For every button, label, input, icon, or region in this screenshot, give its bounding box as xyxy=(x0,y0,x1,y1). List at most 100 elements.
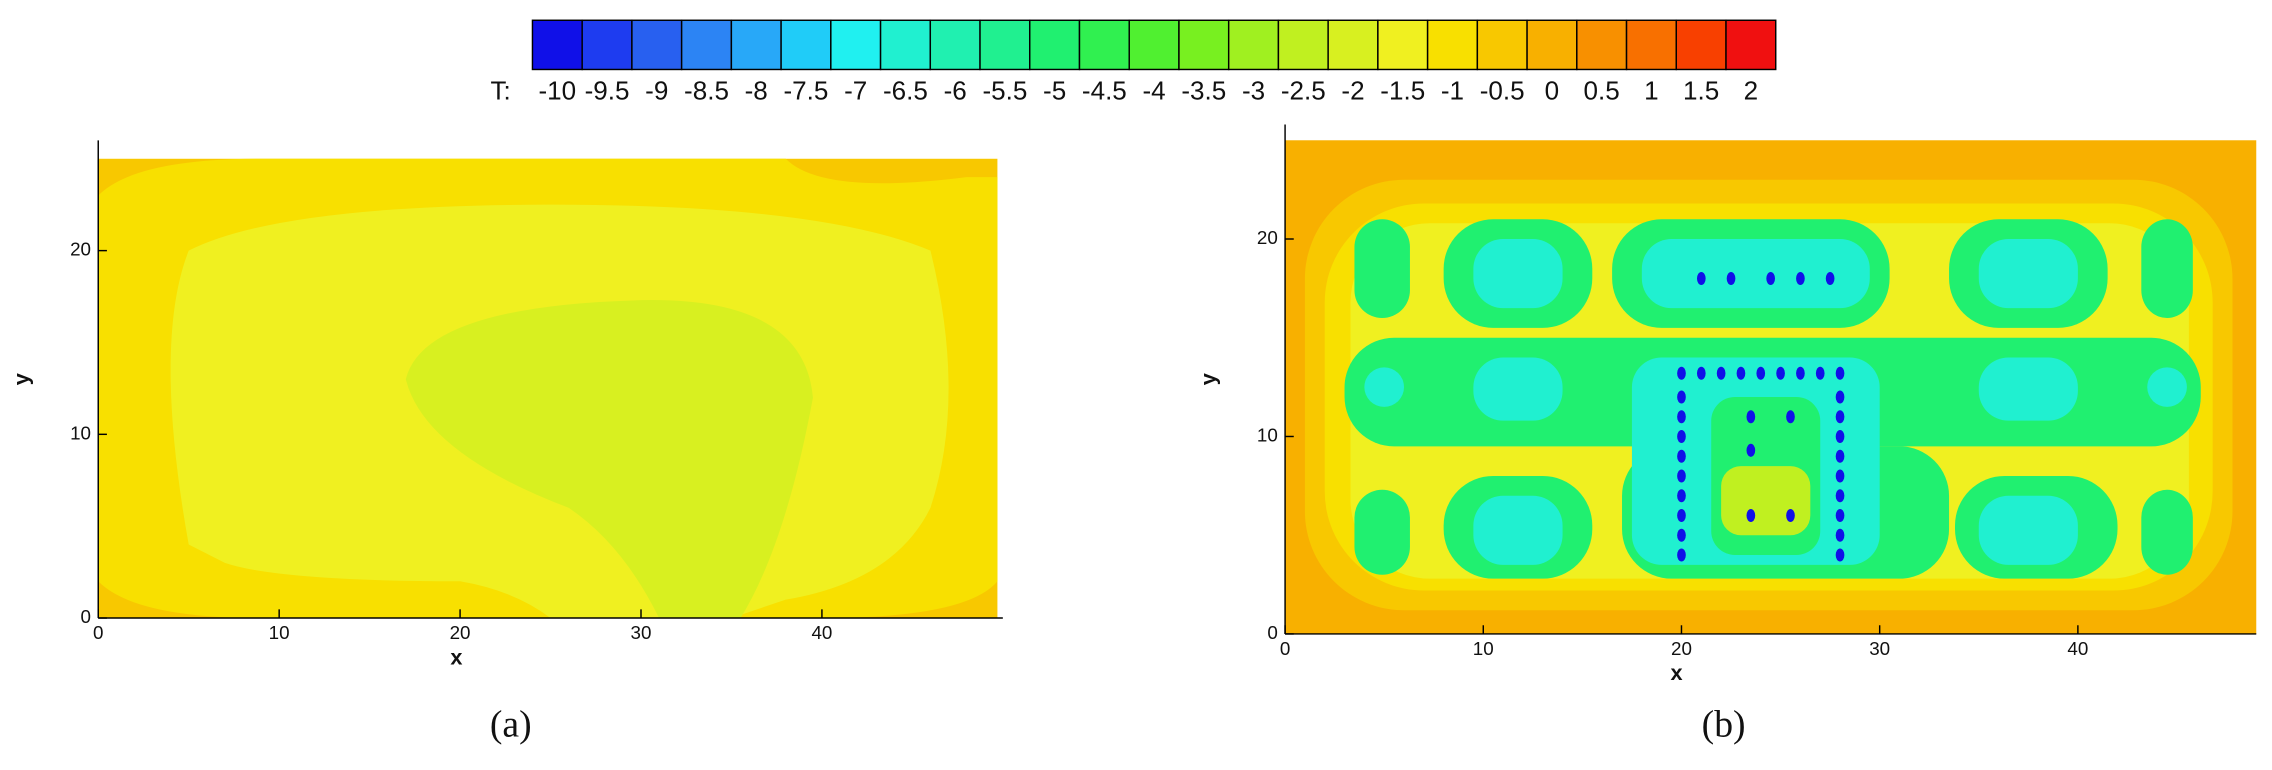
colorbar-tick-label: -3.5 xyxy=(1181,76,1226,106)
x-tick-label: 10 xyxy=(1473,638,1494,659)
colorbar-cell xyxy=(581,19,633,71)
colorbar-tick-label: 1 xyxy=(1644,76,1659,106)
colorbar-cell xyxy=(1576,19,1628,71)
x-tick-label: 0 xyxy=(93,622,103,643)
colorbar-cell xyxy=(531,19,583,71)
colorbar-tick-label: -2 xyxy=(1341,76,1364,106)
contour-region xyxy=(2147,367,2187,407)
contour-region xyxy=(1786,410,1795,424)
contour-region xyxy=(1354,219,1410,318)
colorbar-cell xyxy=(1029,19,1081,71)
x-tick-label: 0 xyxy=(1280,638,1290,659)
colorbar-cell xyxy=(1277,19,1329,71)
contour-region xyxy=(1677,449,1686,463)
colorbar-cell xyxy=(1426,19,1479,71)
contour-region xyxy=(1825,271,1835,286)
colorbar-tick-label: -7.5 xyxy=(784,76,829,106)
contour-region xyxy=(1641,239,1870,309)
contour-region xyxy=(2141,219,2193,318)
contour-region xyxy=(1835,429,1845,443)
contour-region xyxy=(1677,548,1686,562)
contour-region xyxy=(1473,495,1563,565)
colorbar-cell xyxy=(1178,19,1230,71)
contour-region xyxy=(1354,489,1410,575)
caption: (a) xyxy=(490,704,532,746)
contour-region xyxy=(1835,410,1845,424)
x-axis-label: x xyxy=(1671,660,1683,685)
caption: (b) xyxy=(1702,704,1746,746)
x-tick-label: 30 xyxy=(1869,638,1890,659)
y-tick-label: 10 xyxy=(1257,424,1278,445)
contour-region xyxy=(405,300,813,619)
contour-region xyxy=(1766,271,1776,286)
y-axis-label: y xyxy=(9,373,34,385)
colorbar-cell xyxy=(879,19,932,71)
contour-region xyxy=(1721,466,1811,536)
colorbar-cell xyxy=(1725,19,1777,71)
colorbar-tick-label: -4 xyxy=(1143,76,1166,106)
contour-region xyxy=(1696,271,1706,286)
contour-region xyxy=(1786,508,1795,522)
colorbar-label: T: xyxy=(490,76,510,106)
contour-region xyxy=(1835,508,1845,522)
x-tick-label: 10 xyxy=(269,622,290,643)
x-axis-label: x xyxy=(450,644,462,669)
contour-field xyxy=(98,158,998,619)
x-tick-label: 40 xyxy=(2067,638,2088,659)
colorbar-cell xyxy=(1128,19,1180,71)
contour-region xyxy=(1835,449,1845,463)
colorbar-tick-label: -1 xyxy=(1441,76,1464,106)
y-tick-label: 20 xyxy=(70,239,91,260)
colorbar-tick-label: -9 xyxy=(645,76,668,106)
contour-region xyxy=(1677,410,1686,424)
contour-region xyxy=(1835,548,1845,562)
colorbar-cell xyxy=(1327,19,1379,71)
contour-region xyxy=(1677,390,1686,404)
colorbar-cell xyxy=(780,19,832,71)
contour-region xyxy=(1716,366,1726,380)
contour-region xyxy=(1776,366,1785,380)
x-tick-label: 40 xyxy=(811,622,832,643)
colorbar-cell xyxy=(730,19,782,71)
contour-region xyxy=(1796,271,1805,286)
contour-region xyxy=(1978,495,2078,565)
contour-region xyxy=(1677,528,1686,542)
x-tick-label: 30 xyxy=(631,622,652,643)
colorbar-tick-label: -6.5 xyxy=(883,76,928,106)
contour-region xyxy=(1726,271,1736,286)
contour-region xyxy=(1736,366,1746,380)
contour-region xyxy=(1677,429,1686,443)
colorbar-cell xyxy=(1227,19,1280,71)
colorbar-cell xyxy=(830,19,882,71)
contour-region xyxy=(1473,357,1563,421)
colorbar-tick-label: -6 xyxy=(944,76,967,106)
contour-region xyxy=(1696,366,1706,380)
colorbar-cell xyxy=(979,19,1031,71)
colorbar-tick-label: 1.5 xyxy=(1683,76,1719,106)
y-tick-label: 0 xyxy=(81,606,91,627)
y-axis-label: y xyxy=(1196,373,1221,385)
colorbar-tick-label: 2 xyxy=(1744,76,1759,106)
contour-region xyxy=(1756,366,1766,380)
colorbar-tick-label: -10 xyxy=(538,76,576,106)
x-tick-label: 20 xyxy=(1671,638,1692,659)
colorbar-tick-label: -9.5 xyxy=(585,76,630,106)
colorbar-tick-label: -0.5 xyxy=(1480,76,1525,106)
contour-region xyxy=(1835,489,1845,503)
contour-region xyxy=(1835,528,1845,542)
contour-region xyxy=(1978,239,2078,309)
contour-region xyxy=(1364,367,1404,407)
contour-region xyxy=(1746,508,1756,522)
contour-region xyxy=(1746,443,1756,457)
colorbar-tick-label: -7 xyxy=(844,76,867,106)
colorbar-cell xyxy=(1377,19,1429,71)
contour-region xyxy=(1677,489,1686,503)
contour-region xyxy=(1677,366,1686,380)
colorbar-tick-label: -4.5 xyxy=(1082,76,1127,106)
contour-region xyxy=(1796,366,1805,380)
contour-region xyxy=(1835,469,1845,483)
contour-region xyxy=(1835,390,1845,404)
contour-field xyxy=(1285,140,2257,634)
